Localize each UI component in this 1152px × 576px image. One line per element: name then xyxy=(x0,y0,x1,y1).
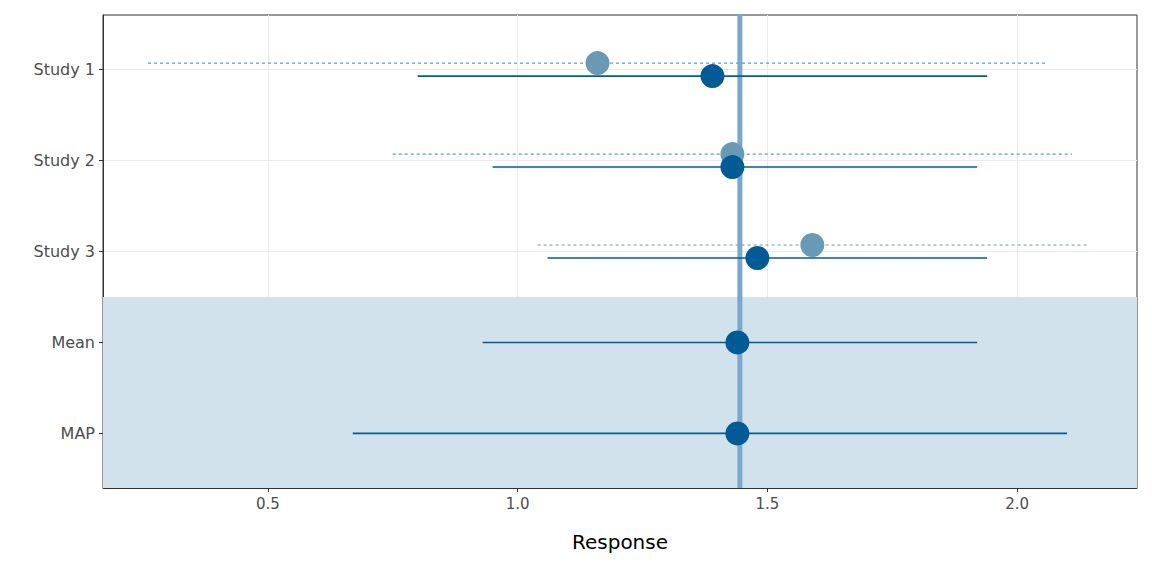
svg-text:1.5: 1.5 xyxy=(755,495,779,513)
svg-text:Study 2: Study 2 xyxy=(34,151,95,170)
svg-text:Response: Response xyxy=(572,530,668,554)
svg-text:Mean: Mean xyxy=(51,333,95,352)
svg-text:Study 1: Study 1 xyxy=(34,60,95,79)
svg-text:MAP: MAP xyxy=(61,424,96,443)
svg-text:1.0: 1.0 xyxy=(506,495,530,513)
svg-text:2.0: 2.0 xyxy=(1005,495,1029,513)
svg-text:Study 3: Study 3 xyxy=(34,242,95,261)
svg-text:0.5: 0.5 xyxy=(256,495,280,513)
